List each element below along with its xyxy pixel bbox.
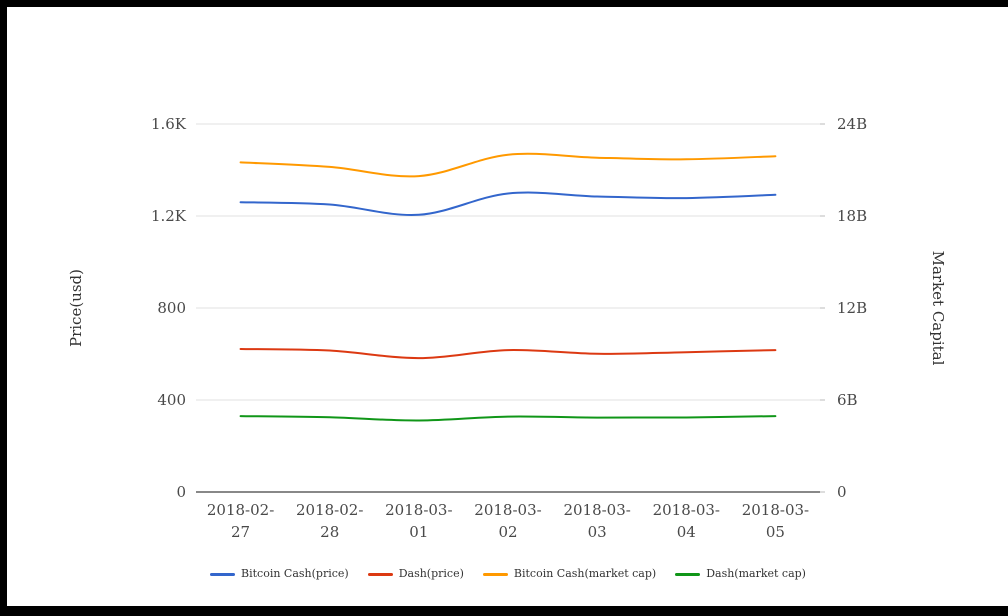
left-axis-tick-label: 0 [176, 483, 186, 501]
x-axis-tick-label: 2018-03- 02 [474, 501, 542, 541]
legend-label: Bitcoin Cash(price) [241, 567, 349, 580]
x-axis-tick-label: 2018-03- 05 [741, 501, 810, 541]
screenshot-border-bottom [0, 606, 1008, 616]
x-axis-tick-label: 2018-03- 04 [652, 501, 720, 541]
legend-line-swatch [367, 572, 393, 576]
right-axis-tick-label: 6B [837, 391, 858, 409]
x-axis-tick-label: 2018-02- 28 [296, 501, 364, 541]
left-axis-tick-label: 400 [157, 391, 186, 409]
x-axis-tick-label: 2018-03- 01 [385, 501, 453, 541]
legend-item-dash-price-[interactable]: Dash(price) [367, 567, 464, 581]
left-axis-title: Price(usd) [67, 268, 85, 348]
left-axis-tick-label: 1.2K [150, 207, 186, 225]
left-axis-tick-label: 1.6K [150, 115, 186, 133]
right-axis-tick-label: 24B [837, 115, 868, 133]
right-axis-tick-label: 0 [837, 483, 847, 501]
screenshot-border-top [0, 0, 1008, 7]
chart-legend: Bitcoin Cash(price) Dash(price) Bitcoin Ca… [196, 564, 820, 584]
legend-item-bitcoin-cash-market-cap-[interactable]: Bitcoin Cash(market cap) [482, 567, 657, 581]
series-line-bitcoin-cash-market-cap- [239, 152, 777, 178]
right-axis-title: Market Capital [929, 250, 947, 366]
series-line-dash-market-cap- [239, 415, 777, 422]
legend-line-swatch [675, 572, 701, 576]
series-line-dash-price- [239, 347, 777, 360]
x-axis-tick-label: 2018-02- 27 [206, 501, 275, 541]
series-line-bitcoin-cash-price- [239, 191, 777, 217]
x-axis-tick-label: 2018-03- 03 [563, 501, 631, 541]
left-axis-tick-label: 800 [157, 299, 186, 317]
legend-label: Bitcoin Cash(market cap) [513, 567, 657, 580]
legend-item-bitcoin-cash-price-[interactable]: Bitcoin Cash(price) [210, 567, 349, 581]
legend-line-swatch [482, 572, 508, 576]
legend-item-dash-market-cap-[interactable]: Dash(market cap) [675, 567, 806, 581]
legend-label: Dash(price) [398, 567, 464, 580]
right-axis-tick-label: 12B [837, 299, 868, 317]
right-axis-tick-label: 18B [837, 207, 868, 225]
legend-line-swatch [210, 572, 236, 576]
legend-label: Dash(market cap) [706, 567, 806, 580]
screenshot-border-left [0, 0, 7, 616]
